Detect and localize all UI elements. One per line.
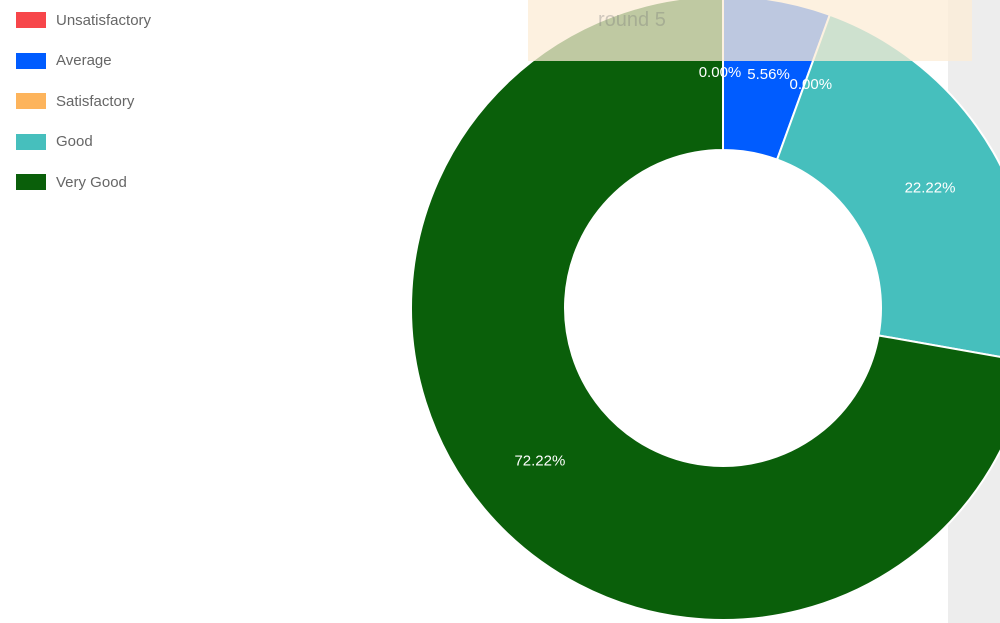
slice-label: 5.56% <box>747 66 790 83</box>
legend-label: Unsatisfactory <box>56 11 152 29</box>
legend-label: Satisfactory <box>56 92 135 110</box>
slice-label: 22.22% <box>905 180 956 197</box>
legend-item-satisfactory[interactable]: Satisfactory <box>16 81 151 122</box>
legend-swatch <box>16 133 46 150</box>
slice-label: 0.00% <box>699 64 742 81</box>
legend-label: Good <box>56 133 93 151</box>
legend-swatch <box>16 174 46 191</box>
legend-item-very-good[interactable]: Very Good <box>16 162 151 203</box>
donut-slice-good[interactable] <box>775 13 1000 362</box>
legend-item-unsatisfactory[interactable]: Unsatisfactory <box>16 0 151 41</box>
legend-item-average[interactable]: Average <box>16 41 151 82</box>
slice-label: 72.22% <box>514 453 565 470</box>
legend-swatch <box>16 12 46 29</box>
legend-swatch <box>16 52 46 69</box>
legend-label: Average <box>56 52 112 70</box>
legend-swatch <box>16 93 46 110</box>
chart-legend: Unsatisfactory Average Satisfactory Good… <box>16 8 151 203</box>
legend-label: Very Good <box>56 173 127 191</box>
slice-label: 0.00% <box>790 76 833 93</box>
legend-item-good[interactable]: Good <box>16 122 151 163</box>
